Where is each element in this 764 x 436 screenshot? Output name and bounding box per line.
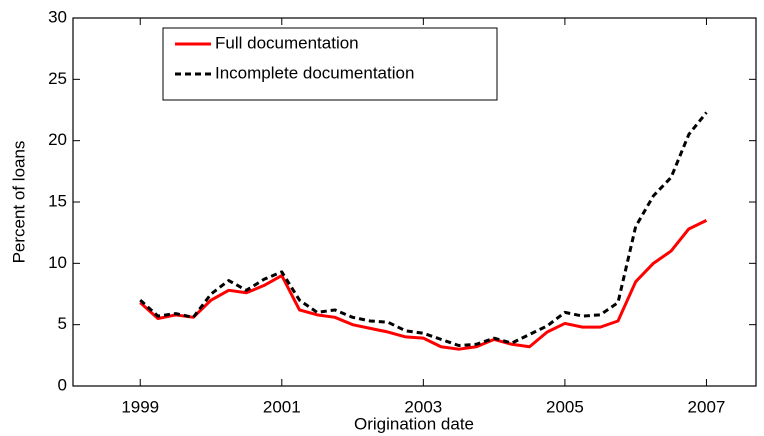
data-line [139,219,708,351]
legend-label: Full documentation [215,33,359,52]
legend-box [162,27,498,101]
plot-frame [72,17,757,387]
data-line [139,111,708,348]
legend-label: Incomplete documentation [215,63,414,82]
x-tick-label: 2003 [404,397,442,416]
y-tick-label: 15 [48,191,67,210]
y-tick-label: 10 [48,253,67,272]
x-tick-label: 2007 [688,397,726,416]
x-tick-label: 1999 [121,397,159,416]
x-axis-label: Origination date [354,414,474,433]
y-tick-label: 0 [58,375,67,394]
y-tick-label: 25 [48,69,67,88]
x-tick-label: 2001 [263,397,301,416]
x-tick-label: 2005 [546,397,584,416]
y-tick-label: 5 [58,314,67,333]
y-tick-label: 20 [48,130,67,149]
y-tick-label: 30 [48,7,67,26]
y-axis-label: Percent of loans [9,141,28,264]
